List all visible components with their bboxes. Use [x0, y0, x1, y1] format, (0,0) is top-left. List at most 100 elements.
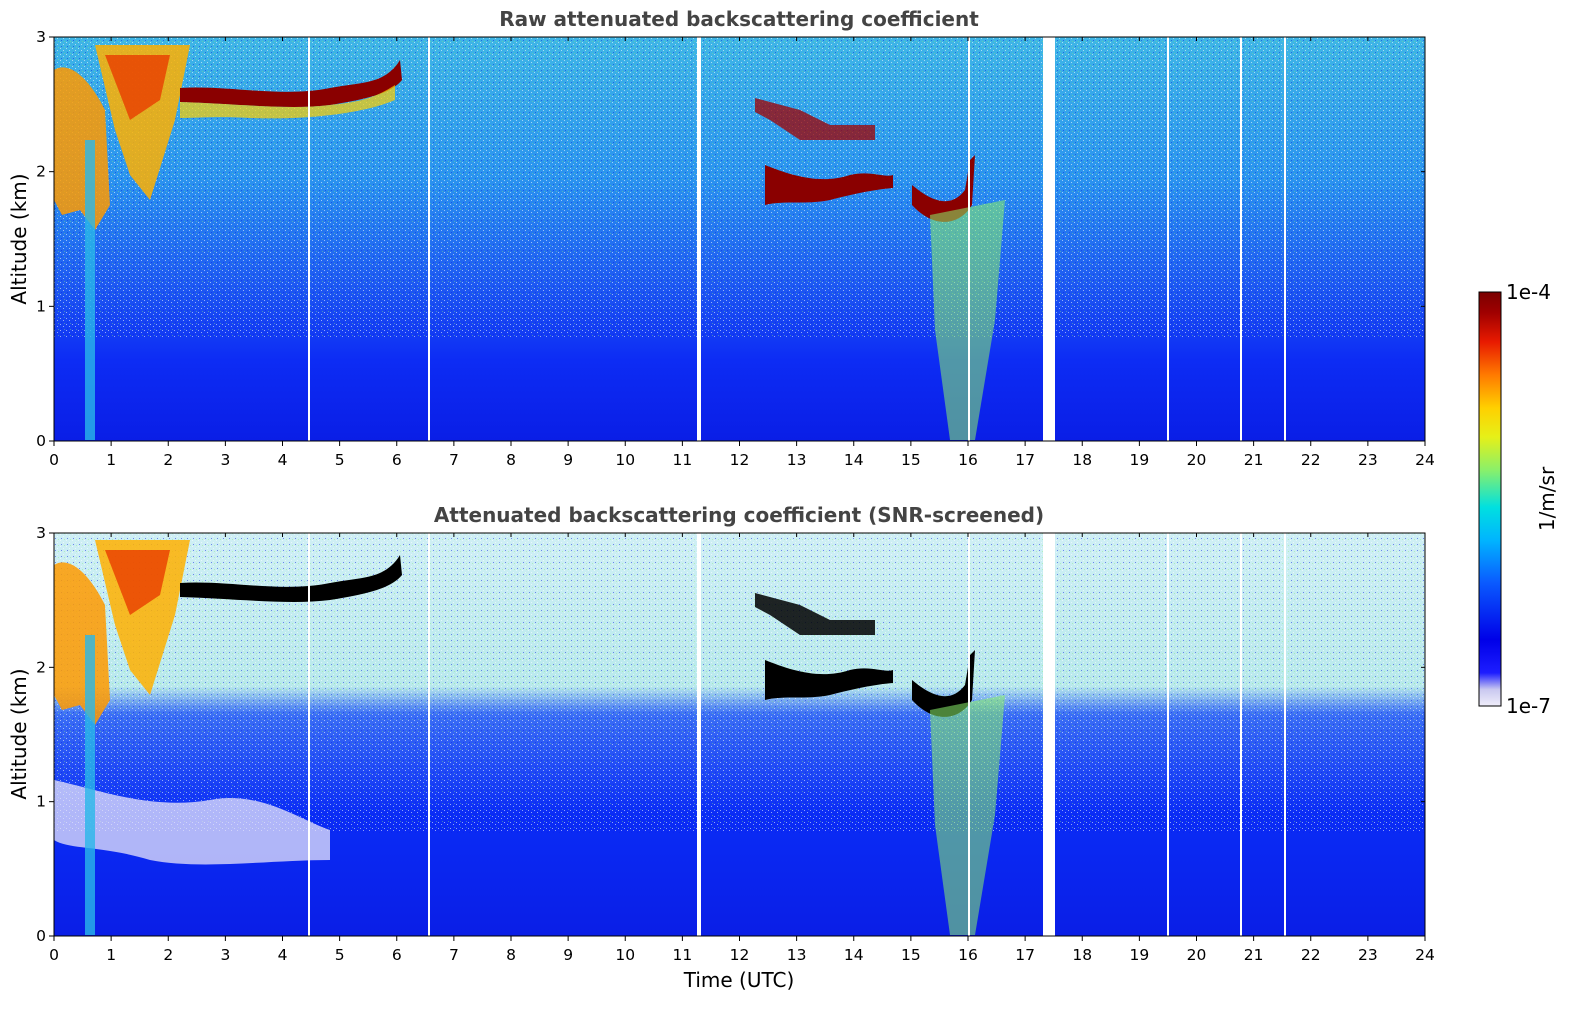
- x-tick-label-raw: 13: [787, 451, 807, 469]
- data-gap-raw-4: [428, 37, 430, 441]
- cloud-layer-screened-3: [912, 650, 975, 717]
- data-gap-screened-3: [308, 533, 310, 936]
- data-gap-raw-7: [1284, 37, 1286, 441]
- data-gap-raw-6: [1240, 37, 1242, 441]
- colorbar-min-label: 1e-7: [1506, 694, 1551, 718]
- y-tick-label-screened: 2: [36, 658, 46, 676]
- y-axis-label-raw: Altitude (km): [7, 173, 31, 304]
- heatmap-screened-speckle: [54, 533, 1425, 833]
- colorbar-unit-label: 1/m/sr: [1535, 466, 1559, 531]
- x-tick-label-raw: 1: [106, 451, 116, 469]
- panel-screened: Attenuated backscattering coefficient (S…: [7, 503, 1435, 992]
- x-tick-label-raw: 19: [1130, 451, 1150, 469]
- x-axis-label-screened: Time (UTC): [683, 968, 795, 992]
- y-tick-label-raw: 0: [36, 432, 46, 450]
- data-gap-screened-4: [428, 533, 430, 936]
- x-tick-label-raw: 0: [49, 451, 59, 469]
- x-tick-label-raw: 15: [901, 451, 921, 469]
- x-tick-label-screened: 3: [220, 946, 230, 964]
- y-tick-label-raw: 3: [36, 28, 46, 46]
- aerosol-column-raw: [85, 140, 95, 440]
- aerosol-plume-screened-core: [105, 550, 170, 615]
- screened-white-area-left: [54, 780, 330, 865]
- aerosol-column-screened: [85, 635, 95, 935]
- x-tick-label-raw: 12: [730, 451, 750, 469]
- y-axis-label-screened: Altitude (km): [7, 668, 31, 799]
- x-tick-label-raw: 11: [673, 451, 693, 469]
- x-tick-label-screened: 9: [563, 946, 573, 964]
- x-tick-label-screened: 8: [506, 946, 516, 964]
- cloud-layer-raw-2: [765, 165, 893, 205]
- x-tick-label-raw: 4: [278, 451, 288, 469]
- data-gap-raw-2: [1043, 37, 1055, 441]
- aerosol-plume-screened: [54, 562, 110, 725]
- panel-raw-title: Raw attenuated backscattering coefficien…: [499, 7, 979, 31]
- x-tick-label-screened: 23: [1358, 946, 1378, 964]
- x-tick-label-raw: 20: [1187, 451, 1207, 469]
- x-axis-raw: 0 1 2 3 4 5 6 7 8 9 10 11 12 13 14 15 16 17 18 19 20 21 22 23 24: [49, 37, 1435, 469]
- data-gap-screened-7: [1284, 533, 1286, 936]
- y-axis-raw: 0 1 2 3: [36, 28, 1425, 450]
- y-tick-label-screened: 3: [36, 524, 46, 542]
- heatmap-raw: [54, 37, 1425, 441]
- data-gap-raw-1: [697, 37, 701, 441]
- x-tick-label-raw: 17: [1015, 451, 1035, 469]
- x-tick-label-screened: 13: [787, 946, 807, 964]
- x-tick-label-screened: 5: [335, 946, 345, 964]
- colorbar-max-label: 1e-4: [1506, 280, 1551, 304]
- data-gap-screened-2: [1043, 533, 1055, 936]
- x-tick-label-screened: 6: [392, 946, 402, 964]
- x-tick-label-raw: 18: [1072, 451, 1092, 469]
- data-gap-raw-8: [968, 37, 970, 441]
- x-tick-label-screened: 2: [163, 946, 173, 964]
- panel-screened-title: Attenuated backscattering coefficient (S…: [434, 503, 1044, 527]
- x-tick-label-raw: 7: [449, 451, 459, 469]
- y-tick-label-screened: 0: [36, 927, 46, 945]
- x-tick-label-screened: 20: [1187, 946, 1207, 964]
- cloud-layer-screened-2-upper: [755, 593, 875, 635]
- colorbar-gradient: [1478, 291, 1502, 707]
- y-axis-screened: 0 1 2 3: [36, 524, 1425, 945]
- x-tick-label-screened: 11: [673, 946, 693, 964]
- x-tick-label-raw: 24: [1415, 451, 1435, 469]
- x-tick-label-screened: 16: [958, 946, 978, 964]
- x-tick-label-screened: 18: [1072, 946, 1092, 964]
- cloud-layer-raw-1-halo: [180, 85, 395, 119]
- convective-plume-screened: [930, 695, 1005, 935]
- x-tick-label-screened: 21: [1244, 946, 1264, 964]
- cloud-layer-raw-2-upper: [755, 98, 875, 140]
- y-tick-label-screened: 1: [36, 793, 46, 811]
- panel-raw: Raw attenuated backscattering coefficien…: [7, 7, 1435, 469]
- x-tick-label-screened: 4: [278, 946, 288, 964]
- x-tick-label-raw: 2: [163, 451, 173, 469]
- x-tick-label-screened: 24: [1415, 946, 1435, 964]
- data-gap-raw-3: [308, 37, 310, 441]
- x-tick-label-screened: 14: [844, 946, 864, 964]
- convective-plume-raw: [930, 200, 1005, 440]
- x-tick-label-raw: 6: [392, 451, 402, 469]
- x-tick-label-screened: 17: [1015, 946, 1035, 964]
- y-tick-label-raw: 2: [36, 163, 46, 181]
- x-tick-label-screened: 10: [615, 946, 635, 964]
- x-axis-screened: 0 1 2 3 4 5 6 7 8 9 10 11 12 13 14 15 16 17 18 19 20 21 22 23 24: [49, 533, 1435, 964]
- x-tick-label-raw: 9: [563, 451, 573, 469]
- heatmap-screened: [54, 533, 1425, 936]
- cloud-layer-screened-1: [180, 555, 402, 602]
- x-tick-label-screened: 12: [730, 946, 750, 964]
- data-gap-screened-6: [1240, 533, 1242, 936]
- x-tick-label-raw: 8: [506, 451, 516, 469]
- x-tick-label-screened: 15: [901, 946, 921, 964]
- colorbar: 1e-4 1e-7 1/m/sr: [1478, 280, 1559, 718]
- cloud-layer-raw-1: [180, 60, 402, 107]
- x-tick-label-screened: 7: [449, 946, 459, 964]
- data-gap-screened-1: [697, 533, 701, 936]
- x-tick-label-raw: 5: [335, 451, 345, 469]
- aerosol-plume-raw-core: [105, 55, 170, 120]
- x-tick-label-raw: 16: [958, 451, 978, 469]
- cloud-layer-screened-2: [765, 660, 893, 700]
- cloud-layer-raw-3: [912, 155, 975, 222]
- aerosol-plume-raw: [54, 67, 110, 230]
- x-tick-label-raw: 3: [220, 451, 230, 469]
- x-tick-label-raw: 10: [615, 451, 635, 469]
